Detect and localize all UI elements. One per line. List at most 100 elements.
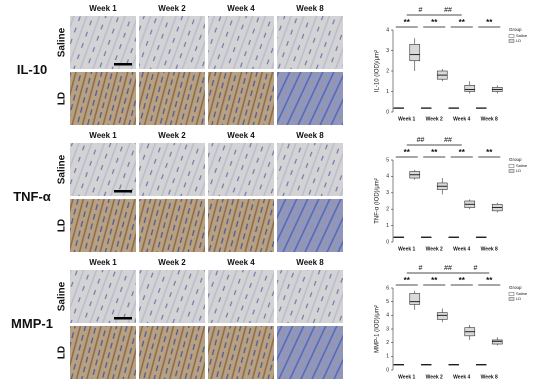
week-header: Week 1 (89, 258, 117, 267)
micrograph (277, 270, 343, 323)
scale-bar (114, 63, 132, 66)
sig-label: ** (459, 276, 466, 285)
group-label: Saline (57, 154, 68, 184)
sig-label: ** (431, 276, 438, 285)
micrograph (277, 143, 343, 196)
micrograph (139, 326, 205, 379)
sig-label: # (419, 7, 423, 14)
week-header: Week 1 (89, 4, 117, 13)
sig-label: ## (444, 7, 452, 14)
sig-label: ** (459, 18, 466, 27)
sig-label: # (474, 265, 478, 272)
week-header: Week 4 (227, 131, 255, 140)
y-tick-label: 0 (386, 367, 389, 373)
micrograph (70, 326, 136, 379)
micrograph (139, 16, 205, 69)
y-tick-label: 6 (386, 285, 389, 291)
y-tick-label: 1 (386, 354, 389, 360)
week-header: Week 8 (296, 258, 324, 267)
legend-swatch (508, 297, 515, 301)
x-tick-label: Week 2 (426, 116, 443, 122)
legend-title: Group (509, 157, 522, 162)
micrograph (139, 199, 205, 252)
week-header: Week 2 (158, 4, 186, 13)
box (409, 293, 421, 305)
sig-label: ** (486, 18, 493, 27)
y-tick-label: 4 (386, 174, 389, 180)
y-tick-label: 5 (386, 157, 389, 163)
micrograph (70, 16, 136, 69)
x-tick-label: Week 1 (398, 246, 415, 252)
box (436, 312, 448, 320)
legend-label: Saline (516, 33, 528, 38)
sig-label: ** (486, 148, 493, 157)
x-tick-label: Week 2 (426, 246, 443, 252)
y-axis-label: TNF-α (IOD)/μm² (375, 178, 381, 224)
y-tick-label: 1 (386, 223, 389, 229)
y-tick-label: 2 (386, 340, 389, 346)
micrograph (277, 16, 343, 69)
week-header: Week 8 (296, 131, 324, 140)
micrograph (208, 143, 274, 196)
micrograph (208, 72, 274, 125)
x-tick-label: Week 8 (481, 246, 498, 252)
group-label: Saline (57, 27, 68, 57)
legend-label: Saline (516, 163, 528, 168)
sig-label: ** (486, 276, 493, 285)
micrograph (277, 72, 343, 125)
y-tick-label: 3 (386, 326, 389, 332)
y-tick-label: 3 (386, 48, 389, 54)
marker-label: MMP-1 (11, 316, 53, 331)
x-tick-label: Week 1 (398, 374, 415, 380)
week-header: Week 4 (227, 258, 255, 267)
y-tick-label: 1 (386, 89, 389, 95)
scale-bar (114, 317, 132, 320)
scale-bar (114, 190, 132, 193)
sig-label: # (419, 265, 423, 272)
legend-swatch (508, 39, 515, 43)
box (491, 339, 503, 345)
y-tick-label: 2 (386, 68, 389, 74)
y-tick-label: 2 (386, 207, 389, 213)
y-tick-label: 0 (386, 239, 389, 245)
x-tick-label: Week 4 (453, 116, 470, 122)
micrograph (277, 199, 343, 252)
sig-label: ** (431, 148, 438, 157)
micrograph (208, 199, 274, 252)
week-header: Week 2 (158, 131, 186, 140)
legend-swatch (508, 164, 515, 168)
micrograph (70, 270, 136, 323)
y-tick-label: 3 (386, 190, 389, 196)
x-tick-label: Week 4 (453, 246, 470, 252)
group-label: LD (57, 219, 68, 232)
micrograph (139, 270, 205, 323)
group-label: LD (57, 92, 68, 105)
sig-label: ** (404, 148, 411, 157)
sig-label: ## (417, 137, 425, 144)
y-axis-label: MMP-1 (IOD)/μm² (375, 305, 381, 353)
sig-label: ## (444, 137, 452, 144)
legend-label: LD (516, 296, 521, 301)
legend-label: LD (516, 168, 521, 173)
micrograph (208, 16, 274, 69)
sig-label: ** (404, 18, 411, 27)
legend-label: LD (516, 38, 521, 43)
legend-swatch (508, 292, 515, 296)
week-header: Week 2 (158, 258, 186, 267)
y-tick-label: 4 (386, 313, 389, 319)
x-tick-label: Week 4 (453, 374, 470, 380)
box (409, 44, 421, 62)
sig-label: ## (444, 265, 452, 272)
group-label: Saline (57, 281, 68, 311)
legend-title: Group (509, 27, 522, 32)
box (464, 85, 476, 92)
sig-label: ** (404, 276, 411, 285)
x-tick-label: Week 8 (481, 116, 498, 122)
y-tick-label: 5 (386, 299, 389, 305)
micrograph (277, 326, 343, 379)
group-label: LD (57, 346, 68, 359)
y-tick-label: 4 (386, 27, 389, 33)
y-axis-label: IL-10 (IOD)/μm² (375, 50, 381, 92)
y-tick-label: 0 (386, 109, 389, 115)
